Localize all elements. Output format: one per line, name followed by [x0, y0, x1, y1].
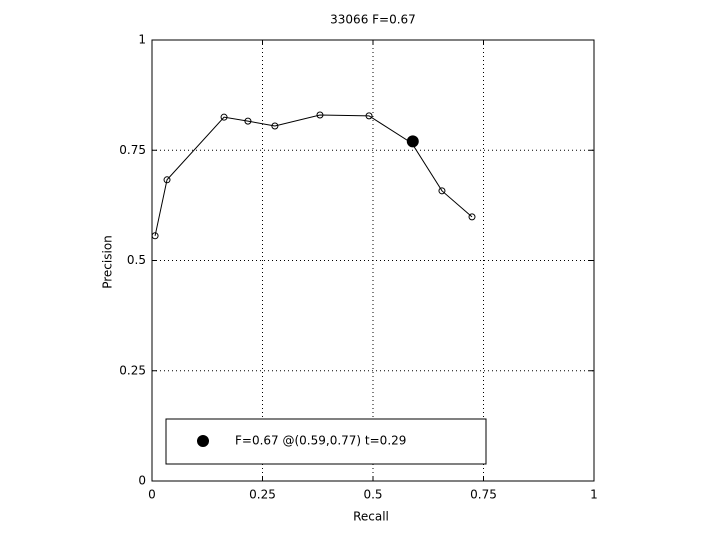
- x-tick-label: 0.5: [363, 488, 382, 502]
- point-marker: [438, 187, 446, 195]
- y-tick-label: 0.25: [119, 363, 146, 377]
- point-marker: [468, 213, 476, 221]
- x-tick-label: 1: [590, 488, 598, 502]
- x-tick-label: 0: [148, 488, 156, 502]
- x-tick-label: 0.25: [249, 488, 276, 502]
- point-marker: [220, 113, 228, 121]
- best-point: [406, 135, 419, 148]
- point-marker: [365, 112, 373, 120]
- line: [154, 114, 473, 236]
- point-marker: [151, 232, 159, 240]
- x-tick-label: 0.75: [470, 488, 497, 502]
- point-marker: [244, 117, 252, 125]
- y-tick-label: 0.75: [119, 143, 146, 157]
- y-tick-label: 1: [138, 33, 146, 47]
- point-marker: [163, 176, 171, 184]
- legend-marker: [197, 435, 209, 447]
- y-tick-label: 0: [138, 474, 146, 488]
- chart-title: 33066 F=0.67: [330, 13, 416, 27]
- y-tick-label: 0.5: [127, 253, 146, 267]
- x-axis-label: Recall: [353, 510, 389, 524]
- legend-box: [165, 418, 487, 465]
- plot-frame: [151, 39, 595, 482]
- point-marker: [316, 111, 324, 119]
- point-marker: [271, 122, 279, 130]
- y-axis-label: Precision: [101, 235, 115, 289]
- legend-label: F=0.67 @(0.59,0.77) t=0.29: [235, 434, 406, 448]
